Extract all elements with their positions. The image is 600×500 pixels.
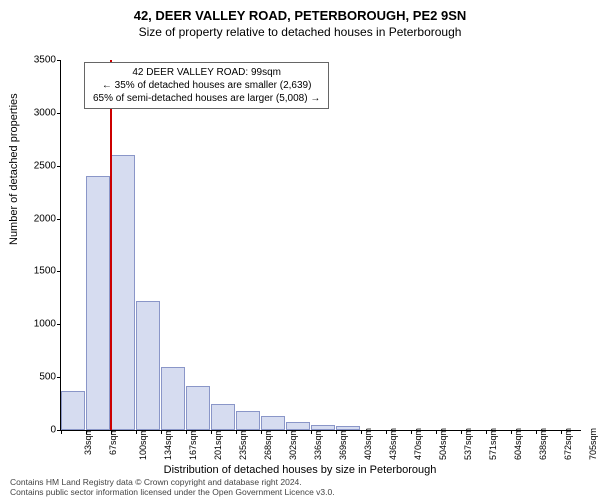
x-tick-label: 100sqm — [138, 428, 148, 460]
callout-line3: 65% of semi-detached houses are larger (… — [93, 92, 320, 105]
x-tick-label: 235sqm — [238, 428, 248, 460]
y-tick-mark — [57, 113, 61, 114]
chart-title: 42, DEER VALLEY ROAD, PETERBOROUGH, PE2 … — [0, 0, 600, 23]
y-tick-label: 2500 — [21, 160, 56, 171]
x-tick-label: 604sqm — [513, 428, 523, 460]
x-tick-label: 33sqm — [83, 428, 93, 455]
x-tick-mark — [211, 430, 212, 434]
x-tick-mark — [361, 430, 362, 434]
x-tick-mark — [161, 430, 162, 434]
histogram-bar — [236, 411, 260, 430]
x-tick-mark — [536, 430, 537, 434]
x-tick-mark — [311, 430, 312, 434]
y-tick-mark — [57, 377, 61, 378]
x-tick-label: 436sqm — [388, 428, 398, 460]
x-tick-label: 470sqm — [413, 428, 423, 460]
x-tick-label: 201sqm — [213, 428, 223, 460]
x-tick-label: 167sqm — [188, 428, 198, 460]
x-tick-label: 369sqm — [338, 428, 348, 460]
x-tick-mark — [411, 430, 412, 434]
x-tick-mark — [561, 430, 562, 434]
chart-subtitle: Size of property relative to detached ho… — [0, 23, 600, 39]
x-tick-label: 537sqm — [463, 428, 473, 460]
x-tick-mark — [261, 430, 262, 434]
y-tick-label: 3500 — [21, 55, 56, 66]
x-tick-label: 672sqm — [563, 428, 573, 460]
callout-line1: 42 DEER VALLEY ROAD: 99sqm — [93, 66, 320, 79]
callout-line2: ← 35% of detached houses are smaller (2,… — [93, 79, 320, 92]
x-tick-label: 638sqm — [538, 428, 548, 460]
x-tick-mark — [486, 430, 487, 434]
y-tick-mark — [57, 324, 61, 325]
x-tick-mark — [436, 430, 437, 434]
x-tick-mark — [136, 430, 137, 434]
histogram-bar — [261, 416, 285, 430]
reference-line — [110, 60, 112, 430]
histogram-bar — [86, 176, 110, 430]
x-axis-label: Distribution of detached houses by size … — [0, 464, 600, 476]
x-tick-mark — [511, 430, 512, 434]
x-tick-label: 705sqm — [588, 428, 598, 460]
reference-callout: 42 DEER VALLEY ROAD: 99sqm ← 35% of deta… — [84, 62, 329, 109]
x-tick-mark — [336, 430, 337, 434]
x-tick-mark — [386, 430, 387, 434]
y-tick-mark — [57, 166, 61, 167]
histogram-bar — [286, 422, 310, 430]
histogram-bar — [61, 391, 85, 430]
x-tick-label: 571sqm — [488, 428, 498, 460]
x-tick-label: 134sqm — [163, 428, 173, 460]
x-tick-mark — [286, 430, 287, 434]
y-axis-label: Number of detached properties — [8, 93, 20, 245]
histogram-bar — [136, 301, 160, 430]
y-tick-label: 1000 — [21, 319, 56, 330]
x-tick-mark — [461, 430, 462, 434]
x-tick-label: 403sqm — [363, 428, 373, 460]
x-tick-mark — [111, 430, 112, 434]
y-tick-label: 1500 — [21, 266, 56, 277]
x-tick-label: 67sqm — [108, 428, 118, 455]
x-tick-mark — [186, 430, 187, 434]
histogram-bar — [336, 426, 360, 430]
histogram-bar — [311, 425, 335, 430]
footer-attribution: Contains HM Land Registry data © Crown c… — [10, 477, 335, 498]
histogram-bar — [161, 367, 185, 430]
histogram-bar — [111, 155, 135, 430]
y-tick-mark — [57, 60, 61, 61]
y-tick-label: 2000 — [21, 213, 56, 224]
footer-line2: Contains public sector information licen… — [10, 487, 335, 498]
x-tick-label: 336sqm — [313, 428, 323, 460]
x-tick-label: 268sqm — [263, 428, 273, 460]
y-tick-mark — [57, 271, 61, 272]
y-tick-label: 0 — [21, 425, 56, 436]
y-tick-mark — [57, 219, 61, 220]
x-tick-label: 302sqm — [288, 428, 298, 460]
histogram-bar — [186, 386, 210, 430]
y-tick-label: 3000 — [21, 107, 56, 118]
x-tick-label: 504sqm — [438, 428, 448, 460]
x-tick-mark — [236, 430, 237, 434]
footer-line1: Contains HM Land Registry data © Crown c… — [10, 477, 335, 488]
histogram-bar — [211, 404, 235, 430]
x-tick-mark — [61, 430, 62, 434]
chart-plot-area: 050010001500200025003000350033sqm67sqm10… — [60, 60, 581, 431]
y-tick-label: 500 — [21, 372, 56, 383]
x-tick-mark — [86, 430, 87, 434]
